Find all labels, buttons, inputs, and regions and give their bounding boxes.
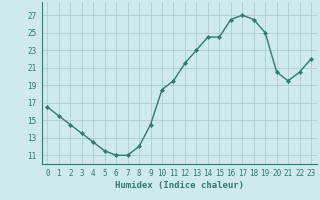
X-axis label: Humidex (Indice chaleur): Humidex (Indice chaleur) [115,181,244,190]
